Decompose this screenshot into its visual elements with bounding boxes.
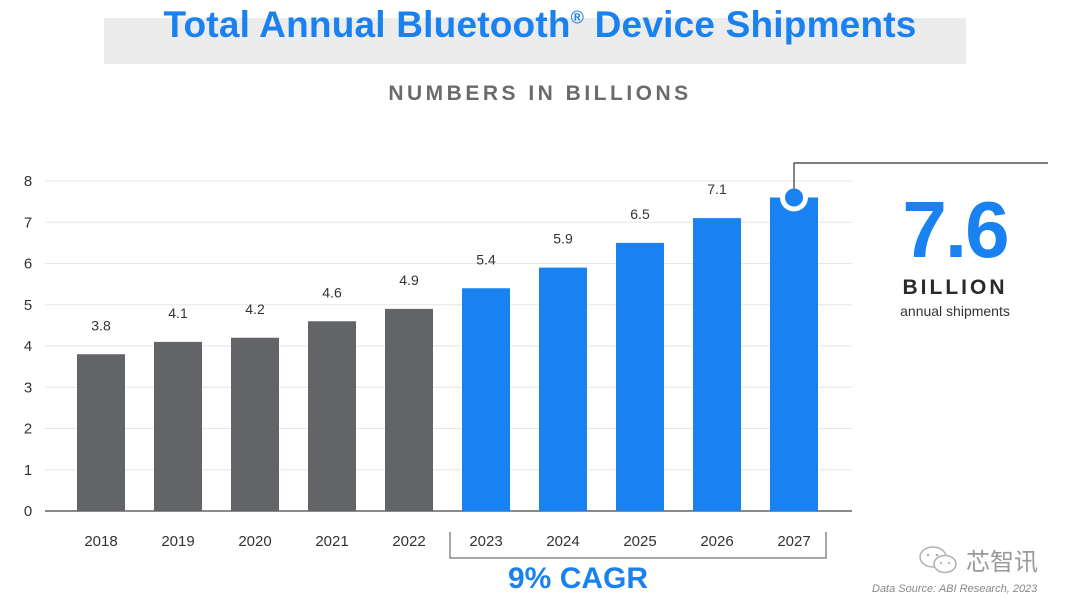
y-tick-label: 7 [24, 214, 32, 231]
title-band [104, 18, 966, 64]
chart-title: Total Annual Bluetooth® Device Shipments [0, 4, 1080, 46]
chart-subtitle: NUMBERS IN BILLIONS [388, 82, 692, 105]
y-tick-label: 0 [24, 503, 32, 520]
x-tick-label: 2026 [700, 533, 733, 550]
cagr-label: 9% CAGR [508, 562, 649, 595]
cagr-bracket [449, 532, 827, 559]
data-label: 5.9 [553, 231, 573, 247]
data-label: 5.4 [476, 251, 496, 267]
wechat-icon [919, 545, 957, 573]
x-tick-label: 2024 [546, 533, 579, 550]
callout-unit: BILLION [902, 276, 1008, 299]
x-tick-label: 2019 [161, 533, 194, 550]
x-tick-label: 2018 [84, 533, 117, 550]
data-label: 4.9 [399, 272, 419, 288]
registered-mark: ® [570, 7, 585, 28]
data-source: Data Source: ABI Research, 2023 [872, 583, 1038, 595]
data-label: 3.8 [91, 317, 111, 333]
y-tick-label: 8 [24, 173, 32, 190]
bar-2020 [231, 337, 279, 511]
data-label: 4.1 [168, 305, 188, 321]
y-tick-label: 4 [24, 338, 32, 355]
bar-2025 [616, 242, 664, 511]
y-tick-label: 1 [24, 462, 32, 479]
y-tick-label: 2 [24, 421, 32, 438]
y-tick-label: 5 [24, 297, 32, 314]
watermark: 芯智讯 [918, 542, 1038, 577]
bar-2026 [693, 218, 741, 511]
data-label: 7.1 [707, 181, 727, 197]
bar-2027 [770, 197, 818, 511]
bar-2018 [77, 354, 125, 511]
x-tick-label: 2022 [392, 533, 425, 550]
bar-2019 [154, 341, 202, 511]
title-text: Total Annual Bluetooth [163, 4, 571, 45]
callout-description: annual shipments [900, 303, 1010, 319]
title-suffix: Device Shipments [584, 4, 917, 45]
y-tick-label: 6 [24, 256, 32, 273]
data-label: 6.5 [630, 206, 650, 222]
bar-2023 [462, 288, 510, 511]
y-tick-label: 3 [24, 379, 32, 396]
data-label: 4.2 [245, 301, 265, 317]
data-label: 4.6 [322, 284, 342, 300]
bar-2022 [385, 308, 433, 511]
x-tick-label: 2023 [469, 533, 502, 550]
bar-2021 [308, 321, 356, 511]
watermark-text: 芯智讯 [966, 549, 1038, 576]
x-tick-label: 2027 [777, 533, 810, 550]
highlight-marker [785, 188, 803, 207]
bar-2024 [539, 267, 587, 511]
x-tick-label: 2025 [623, 533, 656, 550]
callout-leader-line [793, 162, 1048, 189]
x-tick-label: 2020 [238, 533, 271, 550]
callout-value: 7.6 [902, 185, 1009, 274]
x-tick-label: 2021 [315, 533, 348, 550]
